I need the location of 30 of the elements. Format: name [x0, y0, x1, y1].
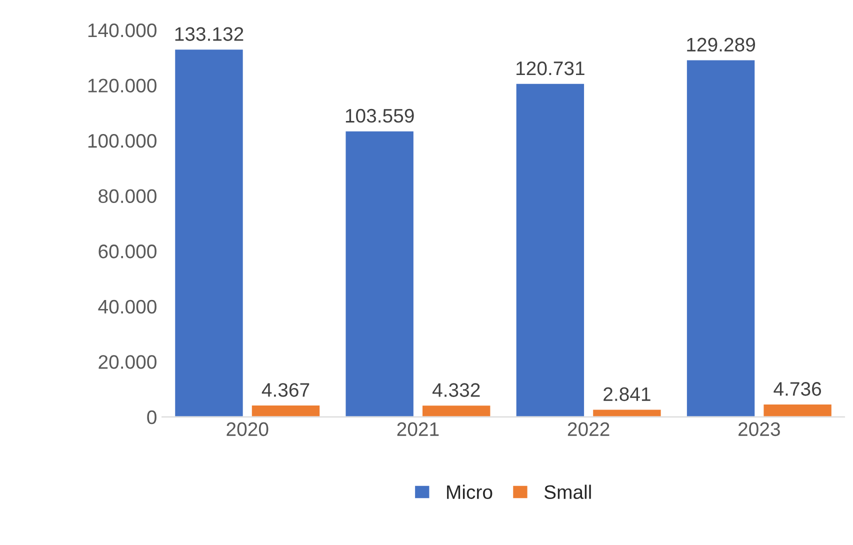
bar	[344, 130, 415, 417]
bar	[686, 58, 756, 417]
y-tick-label: 0	[147, 410, 156, 424]
data-label: 129.289	[687, 38, 756, 52]
legend-label: Micro	[447, 484, 492, 500]
data-label: 4.736	[774, 382, 822, 396]
y-tick-label: 100.000	[88, 134, 156, 148]
y-tick-label: 140.000	[88, 23, 156, 38]
y-tick-label: 120.000	[88, 78, 156, 92]
data-label: 2.841	[604, 387, 650, 402]
data-label: 120.731	[516, 61, 584, 76]
x-tick-label: 2020	[226, 422, 268, 436]
x-tick-label: 2023	[738, 422, 780, 436]
bar	[421, 404, 492, 417]
y-tick-label: 40.000	[98, 300, 156, 314]
data-label: 103.559	[346, 108, 414, 123]
bar	[250, 404, 321, 417]
bar	[592, 408, 662, 417]
bar	[762, 403, 833, 417]
x-tick-label: 2022	[568, 422, 610, 436]
legend-label: Small	[544, 484, 591, 500]
data-label: 4.367	[262, 383, 310, 397]
data-label: 133.132	[175, 27, 244, 41]
y-tick-label: 20.000	[98, 355, 156, 369]
data-label: 4.332	[432, 383, 480, 397]
y-tick-label: 80.000	[98, 189, 156, 204]
x-tick-label: 2021	[397, 422, 439, 436]
y-tick-label: 60.000	[98, 244, 156, 258]
bar	[174, 48, 244, 417]
bar	[514, 82, 586, 417]
